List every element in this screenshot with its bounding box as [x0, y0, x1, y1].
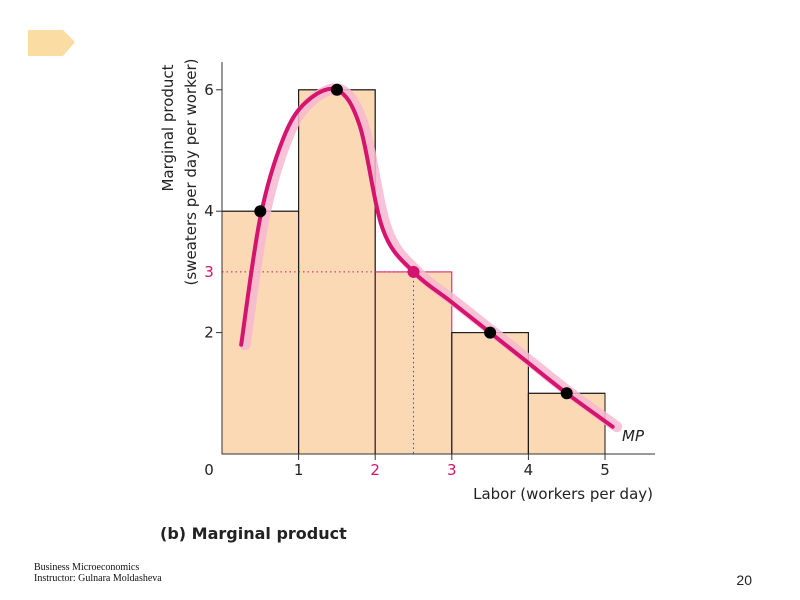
x-axis-title: Labor (workers per day)	[473, 485, 653, 503]
footer-course: Business Microeconomics	[34, 562, 140, 573]
data-point-3	[407, 265, 420, 278]
mp-curve-glow	[239, 83, 623, 433]
y-tick-label-3: 3	[204, 263, 214, 281]
page-number: 20	[736, 572, 752, 588]
y-tick-label-2: 2	[204, 324, 214, 342]
axes-layer	[221, 62, 655, 455]
ticks-layer: 0 1 2 3 4 5 2 3 4 6	[204, 81, 610, 479]
data-point-5	[560, 387, 573, 400]
footer-text: Business Microeconomics Instructor: Guln…	[34, 562, 162, 584]
y-axis-title-line1: Marginal product	[159, 64, 177, 191]
bar-5	[527, 392, 606, 455]
x-tick-label-5: 5	[600, 461, 610, 479]
y-tick-label-4: 4	[204, 202, 214, 220]
y-axis-title-line2: (sweaters per day per worker)	[182, 59, 200, 286]
curve-layer	[239, 83, 623, 433]
x-tick-label-0: 0	[204, 461, 214, 479]
slide-decoration	[28, 30, 75, 56]
footer-instructor: Instructor: Gulnara Moldasheva	[34, 573, 162, 584]
points-layer	[254, 83, 573, 400]
decoration-arrow-shape	[28, 30, 75, 56]
curve-label: MP	[622, 427, 645, 445]
chart-title: (b) Marginal product	[160, 524, 347, 543]
y-tick-label-6: 6	[204, 81, 214, 99]
data-point-1	[254, 205, 267, 218]
x-tick-label-4: 4	[524, 461, 534, 479]
x-tick-label-3: 3	[447, 461, 457, 479]
data-point-4	[484, 326, 497, 339]
mp-curve	[239, 86, 615, 429]
x-tick-label-1: 1	[294, 461, 304, 479]
data-point-2	[330, 83, 343, 96]
x-tick-label-2: 2	[370, 461, 380, 479]
